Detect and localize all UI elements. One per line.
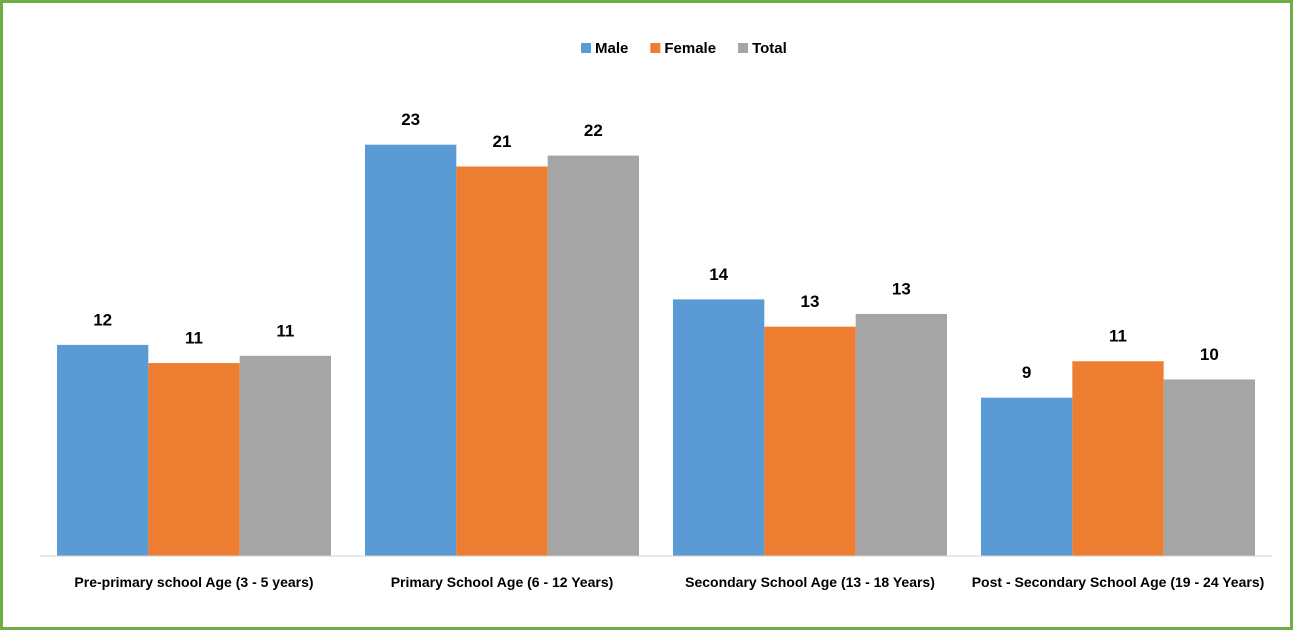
data-label: 13 [892,279,911,298]
bar [456,166,548,556]
bar [1072,361,1164,556]
x-tick-label: Pre-primary school Age (3 - 5 years) [74,574,314,590]
bar [855,313,947,556]
x-tick-label: Secondary School Age (13 - 18 Years) [685,574,935,590]
bar [547,155,639,556]
data-label: 21 [493,132,512,151]
bar [673,299,765,556]
data-label: 13 [801,292,820,311]
legend-label: Total [752,40,787,57]
legend-label: Female [664,40,716,57]
data-label: 9 [1022,363,1031,382]
x-tick-label: Primary School Age (6 - 12 Years) [390,574,614,590]
legend-swatch [738,43,749,53]
legend-label: Male [595,40,628,57]
bar [981,397,1073,556]
data-label: 23 [401,110,420,129]
legend-swatch [650,43,661,53]
bar [365,144,457,556]
data-label: 11 [185,329,203,348]
bar [57,344,149,556]
data-label: 14 [709,265,728,284]
data-label: 10 [1200,345,1219,364]
bar [148,363,240,556]
data-label: 22 [584,121,603,140]
data-label: 11 [1109,327,1127,346]
bar [239,355,331,556]
data-label: 11 [276,321,294,340]
data-label: 12 [93,310,112,329]
legend-swatch [581,43,591,53]
x-tick-label: Post - Secondary School Age (19 - 24 Yea… [971,574,1265,590]
bar [764,326,856,556]
bar [1163,379,1255,556]
